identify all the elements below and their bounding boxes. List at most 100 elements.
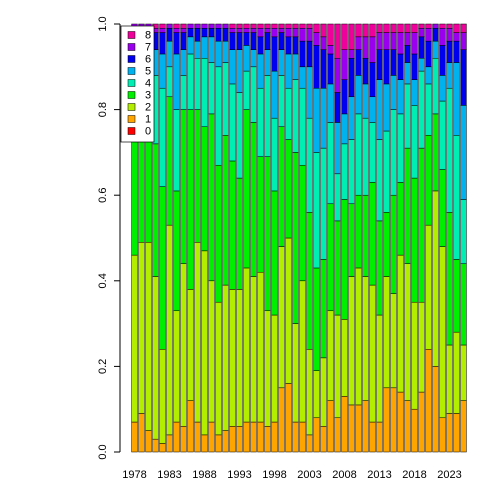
bar-segment <box>243 32 250 46</box>
bar-segment <box>173 421 180 453</box>
bar-segment <box>362 36 369 59</box>
bar-segment <box>215 434 222 453</box>
x-tick-label: 2023 <box>437 469 461 480</box>
bar-segment <box>411 301 418 410</box>
bar-segment <box>264 310 271 427</box>
bar-segment <box>194 242 201 423</box>
bar-segment <box>257 53 264 89</box>
bar-segment <box>222 23 229 29</box>
bar-segment <box>271 23 278 29</box>
bar-segment <box>208 113 215 282</box>
bar-segment <box>257 87 264 157</box>
bar-segment <box>243 28 250 33</box>
bar-segment <box>341 143 348 200</box>
bar-segment <box>439 23 446 29</box>
bar-segment <box>173 109 180 192</box>
y-tick-label: 0.6 <box>97 188 109 203</box>
bar-segment <box>425 135 432 226</box>
bar-segment <box>355 36 362 50</box>
bar-segment <box>397 23 404 33</box>
legend-box <box>120 25 155 143</box>
bar-segment <box>243 70 250 110</box>
bar-segment <box>404 23 411 33</box>
bar-segment <box>285 53 292 89</box>
bar-segment <box>460 344 467 401</box>
bar-segment <box>250 276 257 423</box>
y-tick-label: 0.0 <box>97 444 109 459</box>
bar-segment <box>453 413 460 453</box>
bar-segment <box>285 139 292 239</box>
bar-segment <box>411 408 418 453</box>
bar-segment <box>194 23 201 29</box>
bar-segment <box>390 109 397 196</box>
bar-segment <box>271 28 278 38</box>
bar-segment <box>292 421 299 453</box>
bar-segment <box>460 199 467 264</box>
x-tick-label: 2013 <box>367 469 391 480</box>
bar-segment <box>222 40 229 63</box>
bar-segment <box>404 263 411 401</box>
bar-segment <box>271 190 278 316</box>
bar-segment <box>187 28 194 38</box>
bar-segment <box>306 66 313 119</box>
bar-segment <box>159 349 166 444</box>
bar-segment <box>222 28 229 42</box>
bar-segment <box>131 135 138 256</box>
bar-segment <box>404 45 411 63</box>
bar-segment <box>299 280 306 423</box>
bar-segment <box>425 23 432 29</box>
bar-segment <box>229 23 236 29</box>
bar-segment <box>159 87 166 187</box>
bar-segment <box>446 40 453 63</box>
x-tick-label: 1983 <box>157 469 181 480</box>
bar-segment <box>334 57 341 93</box>
bar-segment <box>159 32 166 55</box>
bar-segment <box>299 23 306 29</box>
bar-segment <box>292 79 299 153</box>
bar-segment <box>180 109 187 264</box>
bar-segment <box>187 53 194 110</box>
bar-segment <box>278 32 285 50</box>
bar-segment <box>404 400 411 453</box>
bar-segment <box>355 113 362 196</box>
bar-segment <box>355 23 362 38</box>
bar-segment <box>446 23 453 29</box>
bar-segment <box>348 57 355 98</box>
bar-segment <box>404 147 411 264</box>
bar-segment <box>327 310 334 401</box>
bar-segment <box>299 164 306 282</box>
bar-segment <box>166 434 173 453</box>
bar-segment <box>194 421 201 453</box>
bar-segment <box>187 23 194 29</box>
bar-segment <box>166 66 173 98</box>
bar-segment <box>453 331 460 414</box>
bar-segment <box>306 40 313 68</box>
bar-segment <box>432 23 439 29</box>
bar-segment <box>229 32 236 50</box>
bar-segment <box>404 62 411 85</box>
bar-segment <box>425 66 432 85</box>
bar-segment <box>411 177 418 303</box>
bar-segment <box>285 383 292 453</box>
bar-segment <box>194 40 201 59</box>
bar-segment <box>194 109 201 243</box>
bar-segment <box>313 267 320 371</box>
bar-segment <box>460 23 467 33</box>
bar-segment <box>299 87 306 166</box>
bar-segment <box>257 271 264 423</box>
y-tick-label: 0.4 <box>97 273 109 288</box>
bar-segment <box>180 49 187 76</box>
bar-segment <box>180 23 187 29</box>
bar-segment <box>390 387 397 453</box>
bar-segment <box>418 70 425 149</box>
bar-segment <box>334 220 341 316</box>
bar-segment <box>446 62 453 89</box>
bar-segment <box>453 40 460 63</box>
bar-segment <box>362 400 369 453</box>
bar-segment <box>236 28 243 33</box>
bar-segment <box>278 28 285 33</box>
bar-segment <box>418 301 425 393</box>
legend-swatch <box>127 67 136 75</box>
bar-segment <box>460 49 467 106</box>
bar-segment <box>306 349 313 436</box>
